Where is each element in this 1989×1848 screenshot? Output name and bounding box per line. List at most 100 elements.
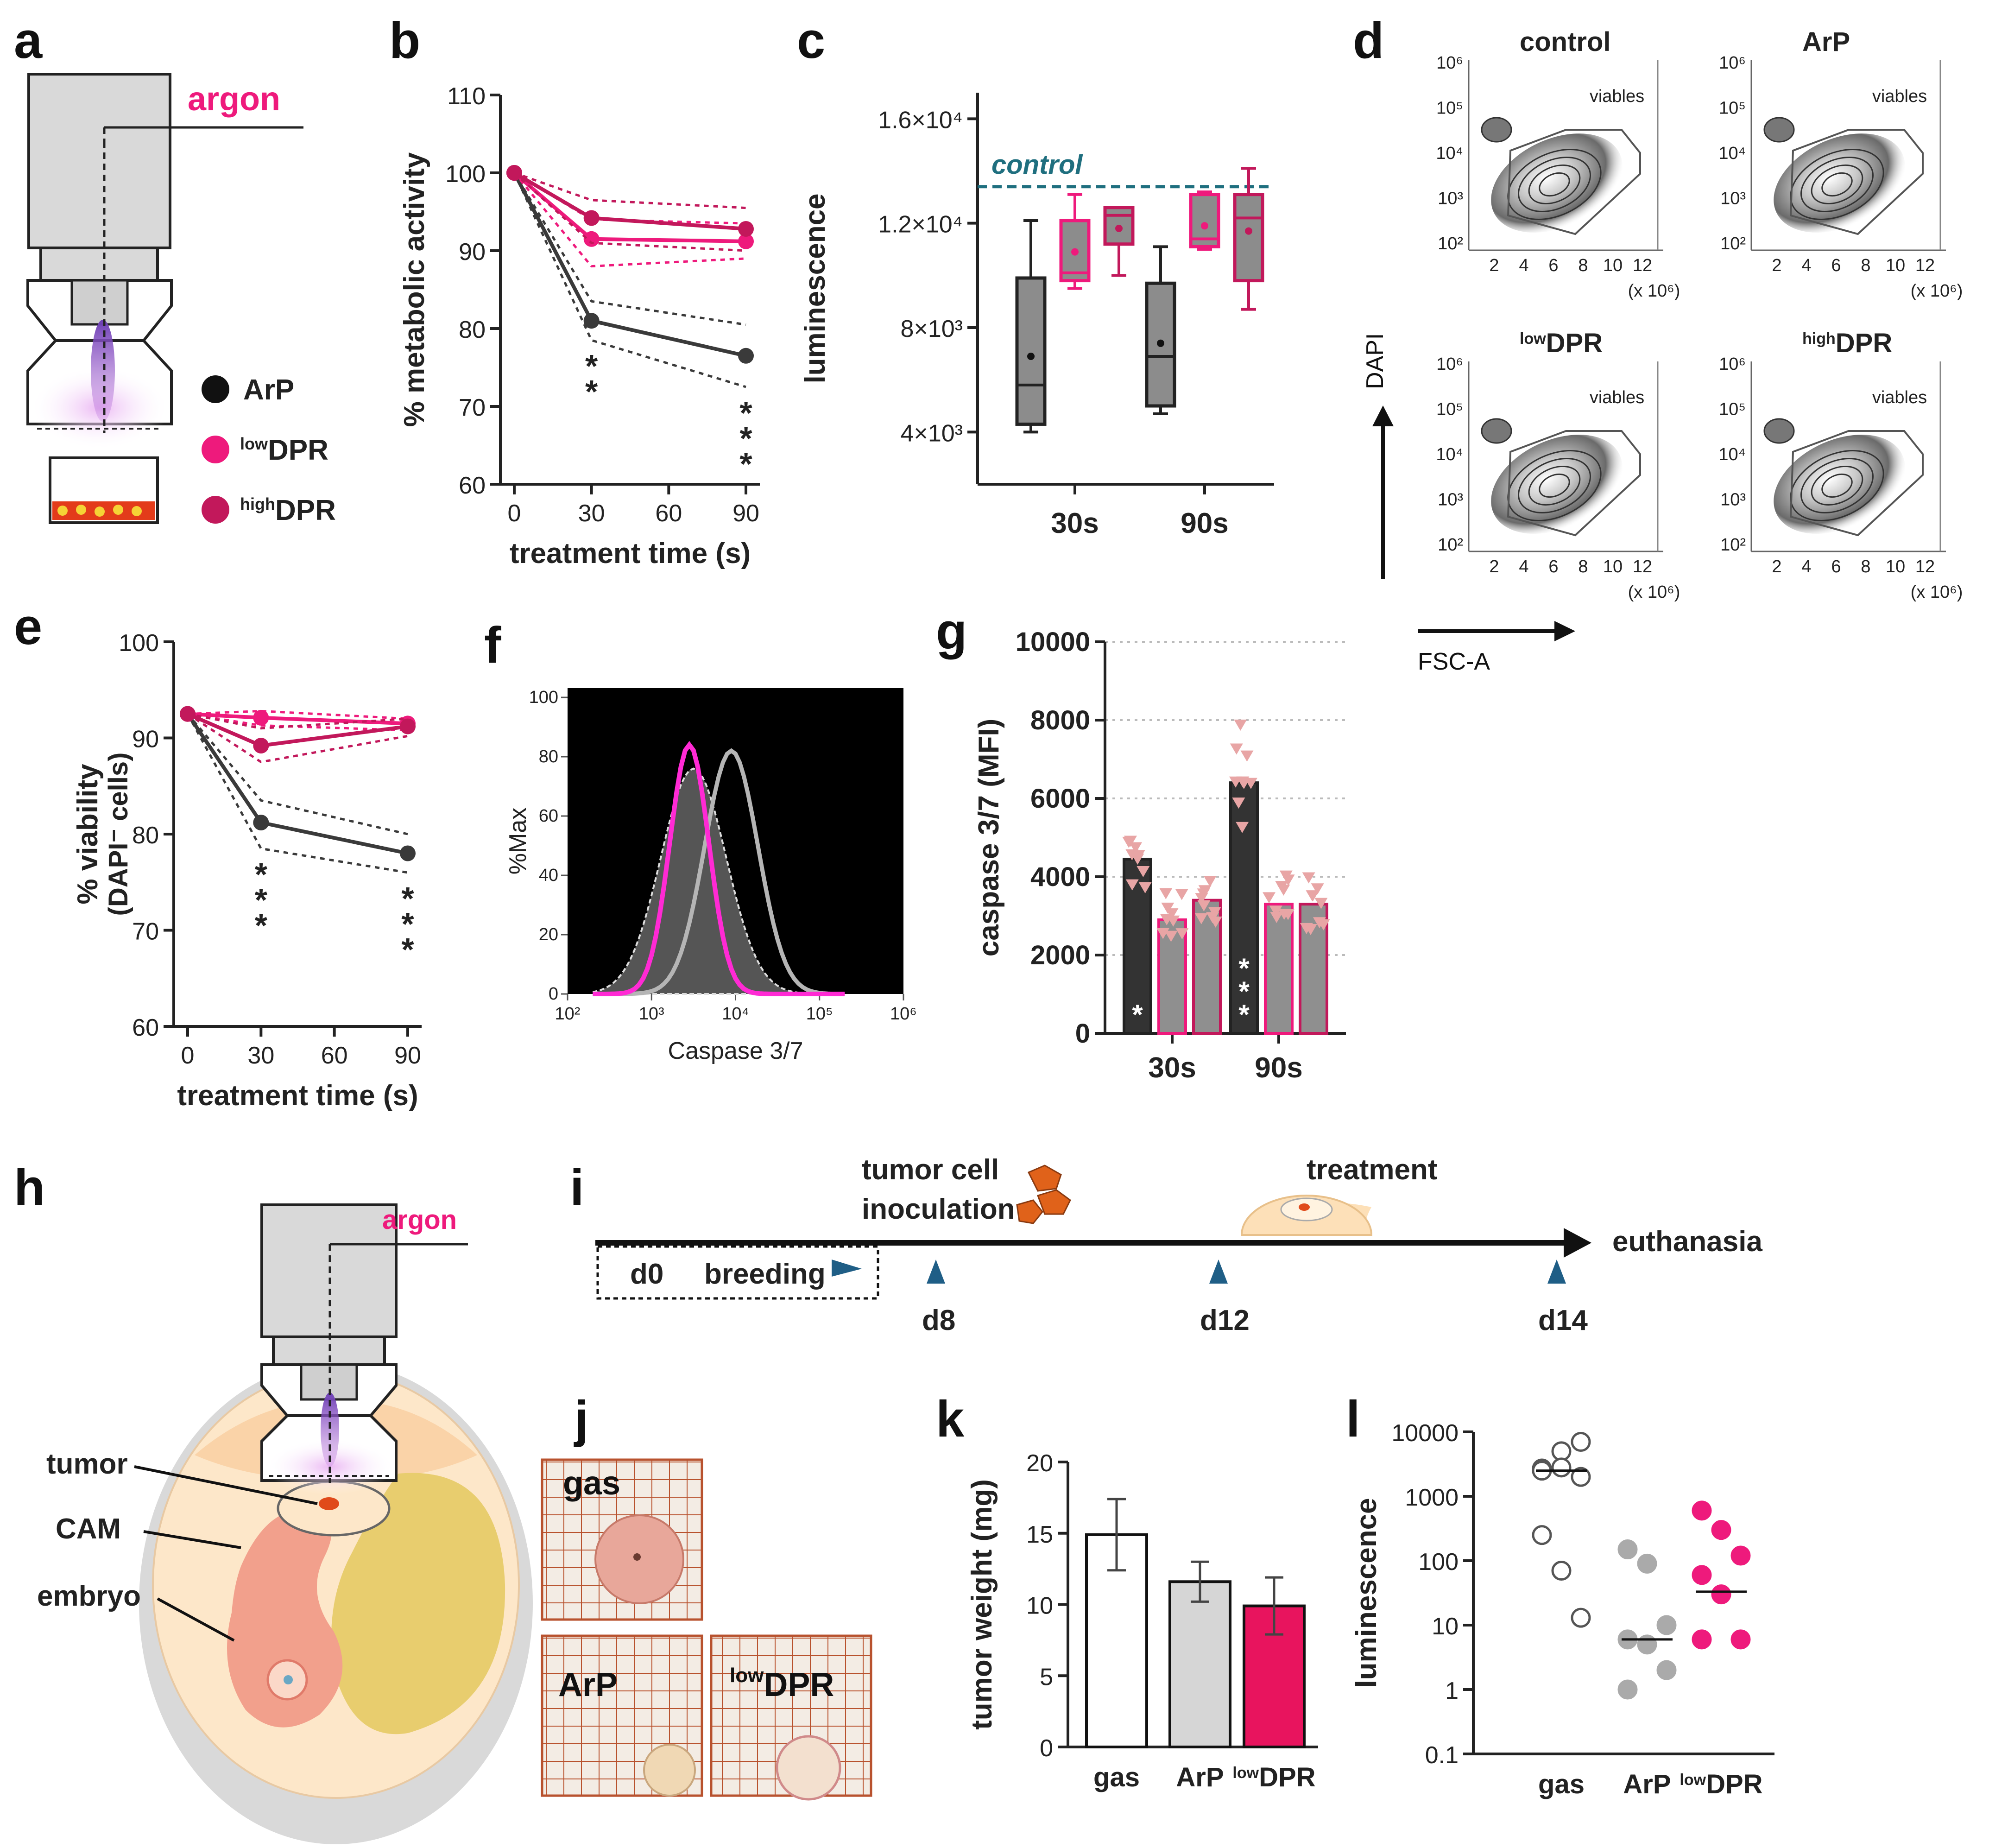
g-replicate-point: [1198, 885, 1212, 897]
c-xtick-label: 90s: [1181, 507, 1228, 539]
flow-gate-label: viables: [1590, 388, 1644, 407]
flow-ytick-label: 10⁴: [1718, 445, 1746, 464]
plasma-jet: [91, 320, 115, 422]
flow-ytick-label: 10⁵: [1719, 400, 1746, 419]
f-xtick-label: 10⁶: [890, 1004, 917, 1024]
f-ylabel: %Max: [505, 808, 531, 874]
flow-contour: [1518, 458, 1591, 513]
l-point-gas: [1532, 1525, 1552, 1545]
flow-contour: [1800, 458, 1874, 513]
l-point-gas: [1551, 1561, 1572, 1581]
e-significance: *: [401, 931, 414, 968]
l-ylabel: luminescence: [1351, 1498, 1383, 1688]
f-xtick-label: 10³: [639, 1004, 664, 1024]
l-point-DPR: [1692, 1629, 1712, 1650]
panel-c-label: c: [797, 12, 825, 69]
g-replicate-point: [1300, 923, 1313, 934]
l-xtick-label: lowDPR: [1680, 1769, 1762, 1799]
c-ytick-label: 4×10³: [901, 420, 963, 447]
chart-l: 0.1 1 10 100 1000 10000 gas ArP lowDPR luminescen…: [1351, 1420, 1774, 1799]
c-ytick-label: 1.2×10⁴: [878, 211, 963, 238]
flow-plot-title: control: [1520, 27, 1611, 57]
c-mean: [1071, 248, 1079, 256]
f-xtick-label: 10²: [555, 1004, 581, 1024]
e-significance: *: [255, 856, 268, 892]
c-ytick-label: 8×10³: [901, 316, 963, 342]
panel-d-label: d: [1353, 12, 1384, 69]
flow-viable-gate: [1507, 129, 1641, 235]
f-curve-arp: [593, 748, 845, 996]
l-xtick-label: ArP: [1623, 1769, 1671, 1799]
b-point-ArP: [738, 348, 754, 364]
day-marker-d8: [927, 1259, 945, 1284]
legend-lowdpr-text: lowDPR: [240, 434, 328, 466]
flow-ytick-label: 10²: [1720, 535, 1746, 555]
plasma-device-body: [27, 73, 171, 249]
flow-ytick-label: 10⁴: [1436, 144, 1463, 163]
flow-xtick-label: 8: [1861, 557, 1870, 576]
g-replicate-point: [1236, 776, 1250, 788]
g-replicate-point: [1302, 872, 1315, 884]
chart-c: 4×10³ 8×10³ 1.2×10⁴ 1.6×10⁴ control 30s 90s lum…: [799, 93, 1274, 539]
l-ytick-label: 1: [1445, 1677, 1459, 1704]
inoculation-label-2: inoculation: [862, 1193, 1015, 1225]
b-significance: *: [739, 420, 752, 456]
e-xlabel: treatment time (s): [177, 1080, 418, 1112]
b-ytick-label: 70: [459, 394, 486, 421]
k-ytick-label: 20: [1026, 1450, 1053, 1477]
e-significance: *: [255, 907, 268, 943]
e-point-highDPR: [180, 706, 196, 722]
flow-contour: [1811, 164, 1863, 205]
l-point-DPR: [1730, 1545, 1751, 1566]
b-ytick-label: 100: [445, 161, 486, 188]
flow-viable-gate: [1507, 430, 1641, 537]
cell-dots: [57, 505, 142, 517]
g-replicate-point: [1129, 842, 1143, 854]
b-series-lowDPR-band_upper: [513, 171, 746, 225]
b-xtick-label: 90: [732, 500, 759, 527]
k-bar-DPR: [1243, 1604, 1306, 1748]
photo-gas-label: gas: [563, 1465, 620, 1502]
flow-xtick-label: 6: [1831, 557, 1841, 576]
b-point-highDPR: [506, 165, 522, 181]
g-replicate-point: [1194, 913, 1208, 924]
g-replicate-point: [1197, 900, 1211, 911]
l-point-ArP: [1656, 1615, 1677, 1635]
inoculation-label-1: tumor cell: [862, 1154, 999, 1186]
g-replicate-point: [1234, 719, 1247, 731]
flow-ytick-label: 10⁴: [1718, 144, 1746, 163]
c-box-ArP: [1015, 276, 1047, 426]
g-replicate-point: [1314, 898, 1328, 909]
g-ytick-label: 10000: [1016, 627, 1090, 657]
timeline-arrowhead: [1564, 1228, 1591, 1258]
chart-k: 0 5 10 15 20 gas ArP lowDPR tumor weight (mg): [966, 1450, 1318, 1792]
flow-dapi-cluster: [1481, 418, 1512, 444]
b-series-ArP-band_lower: [513, 172, 746, 388]
flow-contour: [1821, 172, 1853, 197]
e-point-ArP: [400, 845, 416, 861]
flow-contour: [1518, 157, 1591, 212]
g-replicate-point: [1160, 914, 1174, 925]
flow-contour: [1790, 450, 1884, 521]
treatment-label: treatment: [1307, 1154, 1438, 1186]
panel-i: i d0 breeding tumor cell inoculation tre…: [570, 1154, 1762, 1336]
g-xtick-label: 30s: [1148, 1052, 1196, 1084]
flow-viable-gate: [1789, 430, 1924, 537]
flow-xtick-label: 4: [1519, 256, 1528, 275]
flow-x-unit: (x 10⁶): [1911, 582, 1963, 602]
flow-xtick-label: 8: [1861, 256, 1870, 275]
legend-a: ArP lowDPR highDPR: [202, 374, 336, 526]
l-xtick-label: gas: [1538, 1769, 1585, 1799]
panel-l-label: l: [1346, 1391, 1360, 1448]
k-ylabel: tumor weight (mg): [966, 1479, 998, 1730]
g-replicate-point: [1203, 876, 1217, 887]
g-ytick-label: 0: [1075, 1019, 1090, 1049]
b-point-ArP: [583, 313, 600, 329]
f-ytick-label: 0: [549, 984, 558, 1004]
g-significance: *: [1132, 999, 1143, 1030]
photo-gas: gas: [541, 1458, 703, 1621]
g-replicate-point: [1270, 911, 1283, 923]
flow-xtick-label: 6: [1831, 256, 1841, 275]
chart-f: 0 20 40 60 80 100 10² 10³ 10⁴ 10⁵ 10⁶ %Max Caspase 3…: [505, 688, 917, 1064]
